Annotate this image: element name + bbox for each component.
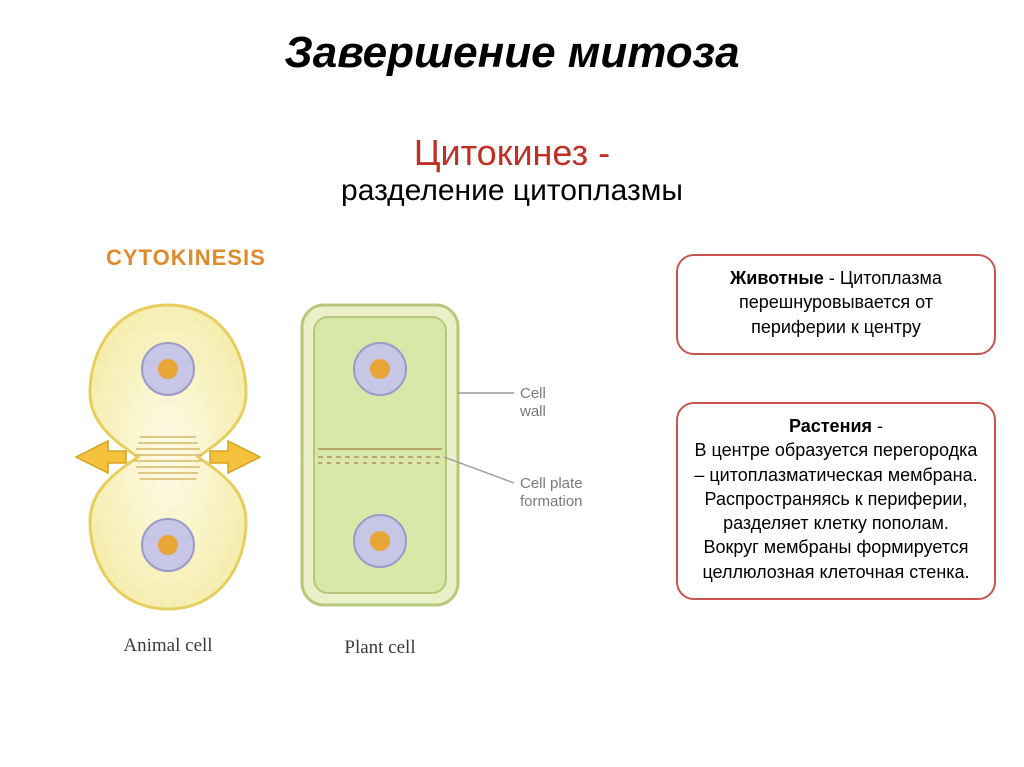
animal-nucleolus-bottom (158, 535, 178, 555)
plant-cell-svg (288, 299, 608, 629)
plant-cell-caption: Plant cell (288, 637, 472, 659)
callout-cell-plate: Cell plate formation (520, 475, 583, 511)
subtitle: Цитокинез - разделение цитоплазмы (0, 132, 1024, 208)
plant-cell: Cell wall Cell plate formation Plant cel… (288, 299, 488, 659)
plant-nucleolus-bottom (370, 531, 390, 551)
subtitle-description: разделение цитоплазмы (0, 174, 1024, 208)
page-title: Завершение митоза (0, 0, 1024, 78)
plant-nucleolus-top (370, 359, 390, 379)
animal-cell: Animal cell (68, 297, 268, 657)
info-plants-header: Растения (789, 416, 872, 436)
animal-arrow-left (76, 441, 126, 473)
info-plants-body: - В центре образуется перегородка – цито… (694, 416, 977, 582)
cytokinesis-heading: CYTOKINESIS (106, 245, 266, 271)
subtitle-cytokinesis: Цитокинез - (0, 132, 1024, 174)
info-box-plants: Растения - В центре образуется перегород… (676, 402, 996, 600)
animal-arrow-right (210, 441, 260, 473)
animal-nucleolus-top (158, 359, 178, 379)
diagram-area: CYTOKINESIS (62, 245, 622, 705)
animal-cell-svg (68, 297, 268, 627)
info-animals-header: Животные (730, 268, 824, 288)
info-box-animals: Животные - Цитоплазма перешнуровывается … (676, 254, 996, 355)
animal-cell-caption: Animal cell (68, 635, 268, 657)
callout-cell-wall: Cell wall (520, 385, 546, 421)
